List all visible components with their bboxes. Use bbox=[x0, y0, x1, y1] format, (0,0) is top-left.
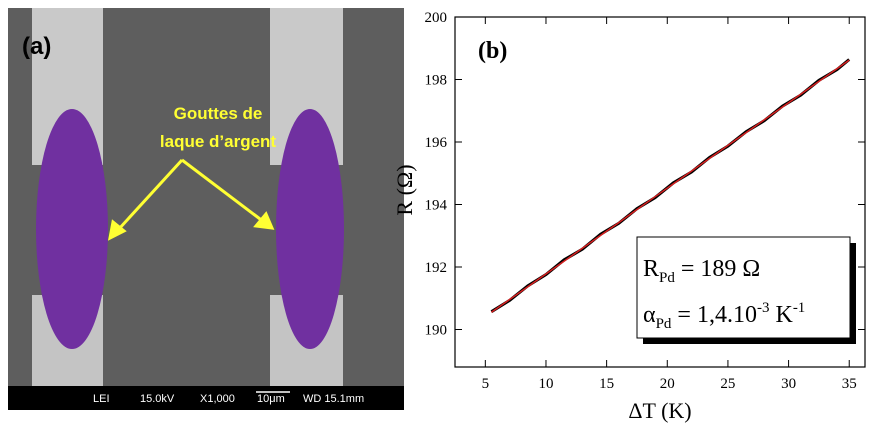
subscript: Pd bbox=[659, 270, 675, 286]
info-text: X1,000 bbox=[200, 393, 235, 405]
y-tick-label: 190 bbox=[425, 323, 448, 339]
fit-alpha: αPd = 1,4.10-3 K-1 bbox=[643, 300, 805, 332]
x-tick-label: 20 bbox=[660, 376, 675, 392]
fit-r: RPd = 189 Ω bbox=[643, 256, 760, 286]
y-tick-label: 196 bbox=[425, 135, 448, 151]
info-text: WD 15.1mm bbox=[303, 393, 364, 405]
x-tick-label: 30 bbox=[781, 376, 796, 392]
value: = 1,4.10 bbox=[671, 302, 757, 328]
x-tick-label: 5 bbox=[482, 376, 490, 392]
panel-a: (a) Gouttes de laque d’argent LEI 15.0kV… bbox=[8, 8, 404, 410]
info-text: 15.0kV bbox=[140, 393, 175, 405]
silver-drop bbox=[276, 109, 344, 349]
y-tick-label: 200 bbox=[425, 10, 448, 26]
info-text: 10μm bbox=[257, 393, 285, 405]
plot-frame bbox=[454, 16, 866, 368]
silver-drop bbox=[36, 109, 108, 349]
panel-label: (a) bbox=[22, 33, 51, 60]
unit: K bbox=[769, 302, 793, 328]
x-tick-label: 15 bbox=[599, 376, 614, 392]
x-tick-label: 10 bbox=[538, 376, 553, 392]
value: = 189 Ω bbox=[675, 256, 760, 282]
y-tick-label: 194 bbox=[425, 198, 448, 214]
data-line bbox=[490, 59, 850, 313]
info-texts: LEI 15.0kV X1,000 10μm WD 15.1mm bbox=[93, 393, 364, 405]
y-tick-label: 198 bbox=[425, 73, 448, 89]
x-axis-label: ΔT (K) bbox=[628, 398, 691, 423]
y-axis-label: R (Ω) bbox=[392, 164, 417, 215]
panel-b: (b) ΔT (K) R (Ω) 5 10 15 20 25 30 35 190 192 194 1… bbox=[392, 10, 866, 423]
symbol: α bbox=[643, 302, 656, 328]
info-bar bbox=[8, 386, 404, 410]
x-tick-label: 35 bbox=[842, 376, 857, 392]
fit-box bbox=[636, 236, 851, 339]
superscript: -3 bbox=[757, 300, 770, 316]
x-tick-label: 25 bbox=[720, 376, 735, 392]
info-text: LEI bbox=[93, 393, 110, 405]
subscript: Pd bbox=[656, 316, 672, 332]
y-tick-label: 192 bbox=[425, 260, 448, 276]
symbol: R bbox=[643, 256, 659, 282]
annotation: Gouttes de bbox=[174, 104, 263, 123]
arrows bbox=[107, 158, 275, 241]
panel-label: (b) bbox=[478, 38, 507, 64]
annotation: laque d’argent bbox=[160, 132, 277, 151]
superscript: -1 bbox=[793, 300, 806, 316]
